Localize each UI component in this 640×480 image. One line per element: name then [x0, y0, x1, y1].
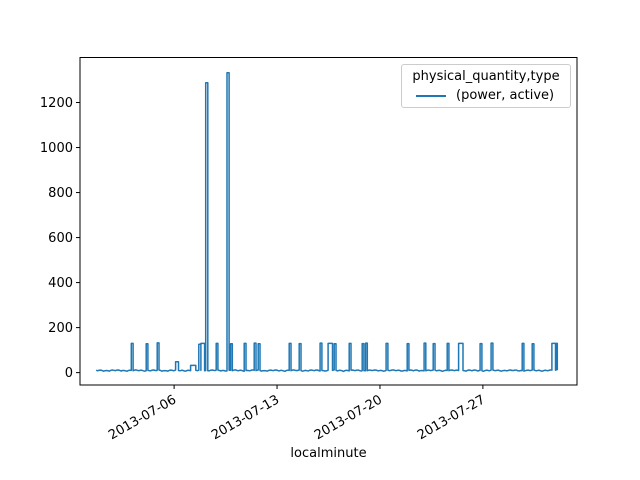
legend: physical_quantity,type (power, active) — [401, 64, 571, 108]
x-axis-tick-labels: 2013-07-06 2013-07-13 2013-07-20 2013-07… — [106, 392, 488, 443]
plot-area — [79, 57, 578, 386]
y-tick-label: 200 — [48, 321, 73, 336]
y-tick-label: 400 — [48, 276, 73, 291]
x-axis-label: localminute — [290, 446, 366, 461]
y-tick-label: 0 — [65, 366, 73, 381]
x-tick-label: 2013-07-13 — [209, 392, 282, 443]
x-tick-label: 2013-07-20 — [312, 392, 385, 443]
y-tick-label: 1000 — [40, 141, 73, 156]
y-axis-tick-labels: 0 200 400 600 800 1000 1200 — [40, 96, 73, 381]
x-tick-label: 2013-07-27 — [415, 392, 488, 443]
legend-entry: (power, active) — [406, 86, 566, 105]
legend-title: physical_quantity,type — [412, 69, 560, 84]
x-tick-label: 2013-07-06 — [106, 392, 179, 443]
legend-entry-label: (power, active) — [456, 88, 555, 103]
y-tick-label: 800 — [48, 186, 73, 201]
y-tick-label: 1200 — [40, 96, 73, 111]
legend-line-sample-icon — [416, 94, 446, 97]
y-tick-label: 600 — [48, 231, 73, 246]
y-axis-ticks — [76, 102, 80, 374]
x-axis-ticks — [173, 385, 484, 389]
power-active-line — [95, 72, 559, 373]
